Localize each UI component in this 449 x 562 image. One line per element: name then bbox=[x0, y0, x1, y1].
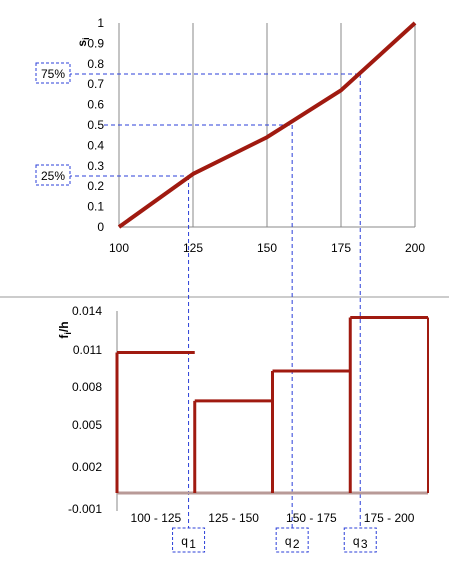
top-y-tick-label: 0 bbox=[97, 220, 104, 234]
top-y-tick-label: 0.5 bbox=[87, 118, 104, 132]
bottom-y-tick-label: 0.005 bbox=[72, 418, 102, 432]
cumulative-frequency-line bbox=[117, 21, 417, 229]
bottom-y-axis-title: fi/h bbox=[57, 321, 73, 338]
top-y-tick-label: 0.1 bbox=[87, 200, 104, 214]
top-y-tick-label: 0.4 bbox=[87, 138, 104, 152]
quartile-box bbox=[275, 527, 309, 553]
top-gridlines bbox=[118, 23, 416, 228]
top-y-axis-title: si bbox=[75, 37, 91, 46]
top-y-tick-label: 0.3 bbox=[87, 159, 104, 173]
bottom-x-tick-label: 100 - 125 bbox=[131, 511, 182, 525]
top-x-tick-label: 125 bbox=[183, 241, 203, 255]
bottom-x-tick-label: 125 - 150 bbox=[208, 511, 259, 525]
quartile-box bbox=[172, 527, 206, 553]
bottom-y-tick-label: 0.002 bbox=[72, 460, 102, 474]
bottom-y-tick-label: 0.011 bbox=[73, 343, 102, 357]
bottom-x-tick-label: 150 - 175 bbox=[286, 511, 337, 525]
bottom-y-tick-label: -0.001 bbox=[68, 502, 102, 516]
top-y-tick-label: 0.7 bbox=[87, 77, 104, 91]
percentile-annotations: 25% 75% bbox=[35, 62, 71, 186]
top-x-tick-labels: 100 125 150 175 200 bbox=[109, 241, 425, 255]
quartile-label: q bbox=[285, 534, 292, 548]
top-x-tick-label: 200 bbox=[405, 241, 425, 255]
cumulative-line bbox=[117, 21, 417, 229]
bottom-x-tick-labels: 100 - 125 125 - 150 150 - 175 175 - 200 bbox=[131, 511, 415, 525]
top-x-tick-label: 150 bbox=[257, 241, 277, 255]
percentile-box bbox=[35, 62, 71, 84]
bottom-x-tick-label: 175 - 200 bbox=[364, 511, 415, 525]
percentile-label: 25% bbox=[41, 169, 65, 183]
top-y-tick-label: 0.6 bbox=[87, 98, 104, 112]
top-y-tick-label: 0.8 bbox=[87, 57, 104, 71]
bottom-y-tick-label: 0.008 bbox=[72, 380, 102, 394]
quartile-label-subscript: 2 bbox=[293, 537, 300, 551]
quartile-label: q bbox=[353, 534, 360, 548]
histogram-bars bbox=[115, 316, 429, 495]
bottom-y-tick-label: 0.014 bbox=[72, 304, 102, 318]
quantile-guides bbox=[68, 73, 361, 540]
quartile-box bbox=[343, 527, 377, 553]
top-x-tick-label: 100 bbox=[109, 241, 129, 255]
top-y-tick-labels: 0 0.1 0.2 0.3 0.4 0.5 0.6 0.7 0.8 0.9 1 bbox=[87, 16, 104, 234]
quartile-label: q bbox=[181, 534, 188, 548]
top-y-tick-label: 0.2 bbox=[87, 179, 104, 193]
percentile-box bbox=[35, 164, 71, 186]
top-y-tick-label: 0.9 bbox=[87, 36, 104, 50]
bottom-y-tick-labels: 0.014 0.011 0.008 0.005 0.002 -0.001 bbox=[68, 304, 102, 516]
percentile-label: 75% bbox=[41, 67, 65, 81]
top-x-tick-label: 175 bbox=[331, 241, 351, 255]
quartile-label-subscript: 3 bbox=[361, 537, 368, 551]
top-y-tick-label: 1 bbox=[97, 16, 104, 30]
quartile-label-subscript: 1 bbox=[189, 537, 196, 551]
